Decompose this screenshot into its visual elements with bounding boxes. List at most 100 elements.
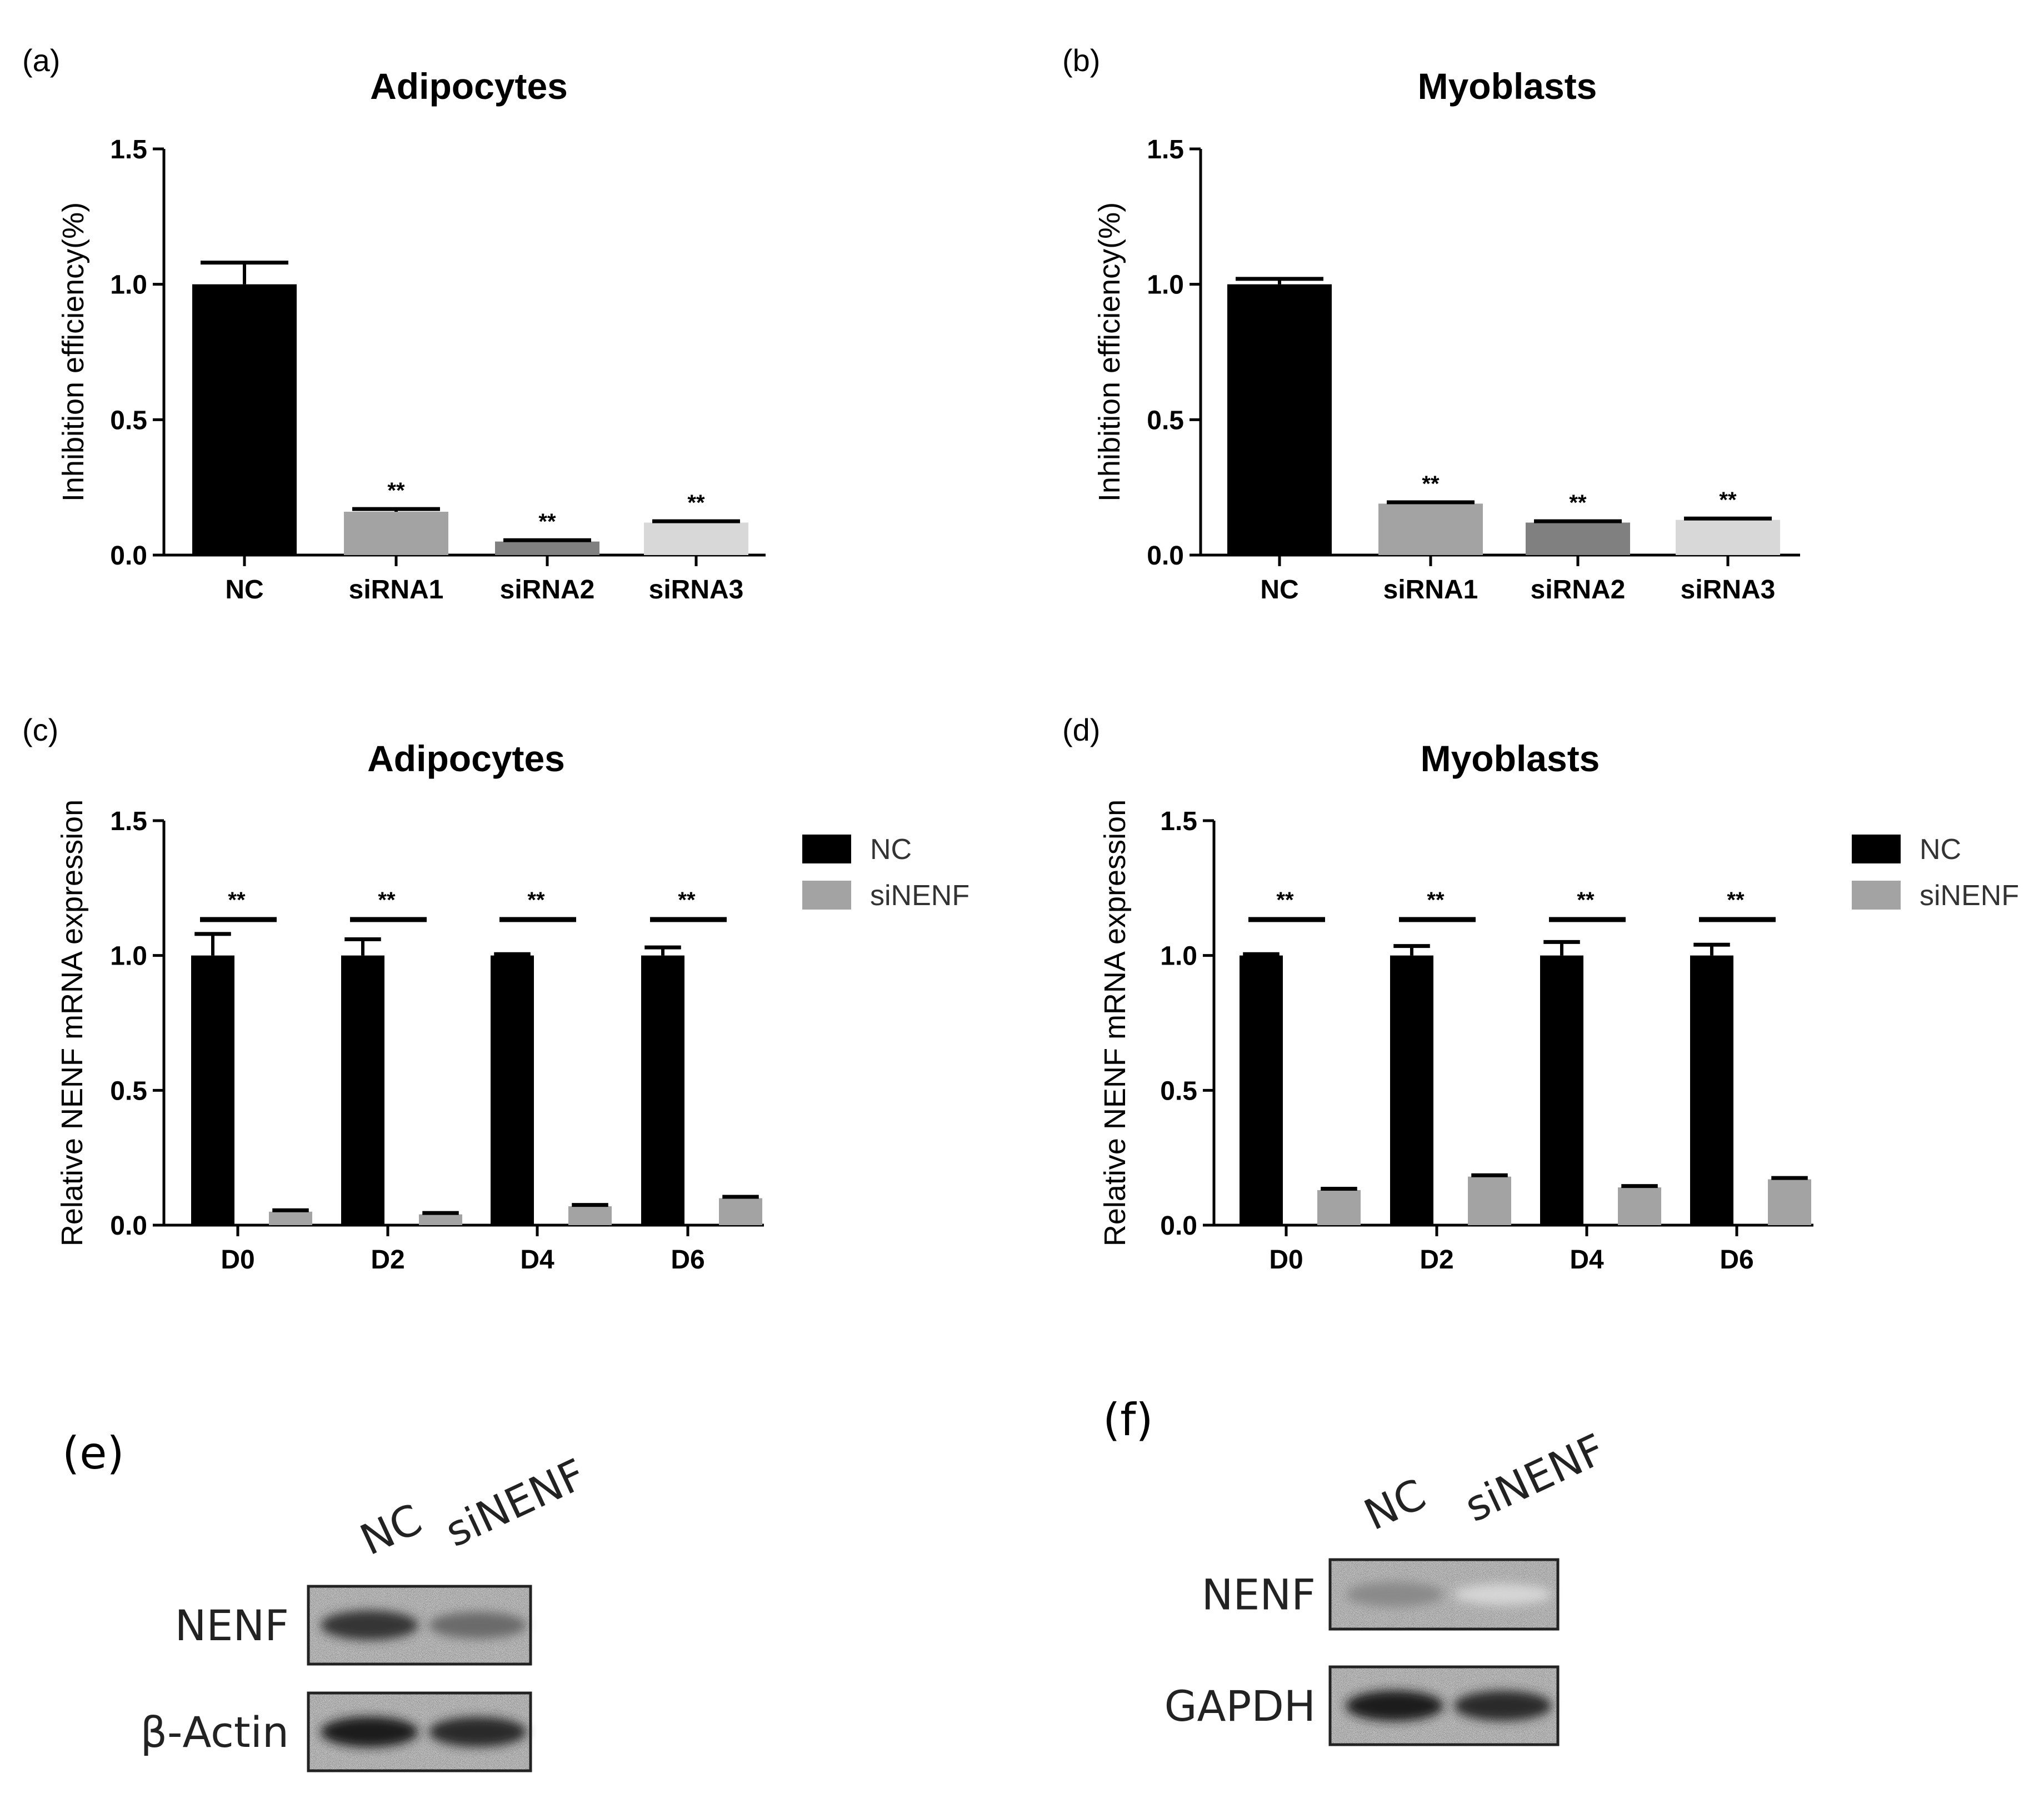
bar-sirna2 [495,541,599,555]
y-tick-label: 1.5 [110,135,147,164]
chart-panel-2: (c) Adipocytes 0.0 0.5 1.0 1.5 Relative NENF m… [22,712,969,1275]
charts-layer: (a) Adipocytes 0.0 0.5 1.0 1.5 Inhibition effi… [22,43,2019,1275]
bar-sirna1 [344,512,448,555]
bar-sinenf [1468,1176,1511,1225]
significance-label: ** [1727,888,1745,912]
panel-label: (a) [22,43,60,78]
significance-label: ** [387,478,405,503]
error-bar [1534,519,1622,523]
x-tick-label: D4 [520,1245,554,1275]
y-axis-label: Inhibition efficiency(%) [57,202,90,502]
error-bar [1543,940,1580,956]
y-tick-label: 1.5 [1147,135,1184,164]
x-tick-label: D2 [371,1245,404,1275]
lane-label: siNENF [1457,1424,1612,1531]
error-bar [201,261,288,284]
y-tick-label: 0.5 [110,406,147,435]
chart-title: Myoblasts [1418,66,1597,107]
bar-nc [1540,955,1583,1225]
y-tick-label: 0.0 [110,1211,147,1241]
significance-label: ** [228,888,246,912]
x-tick-label: D2 [1420,1245,1453,1275]
y-tick-label: 1.5 [1160,807,1197,836]
bar-nc [1240,955,1283,1225]
y-tick-label: 0.0 [110,541,147,571]
bar-nc [491,955,534,1225]
error-bar [494,952,531,956]
bar-sirna3 [644,522,748,555]
bar-sinenf [568,1206,612,1225]
significance-label: ** [1422,472,1440,496]
blot-row-gapdh: GAPDH [1165,1665,1560,1746]
y-tick-label: 0.5 [1160,1076,1197,1106]
significance-label: ** [538,510,556,534]
blot-frame [1328,1558,1560,1631]
blot-row-label: β-Actin [141,1707,289,1757]
bar-sinenf [719,1198,762,1225]
chart-title: Adipocytes [367,738,565,779]
bar-nc [341,955,384,1225]
y-tick-label: 0.5 [110,1076,147,1106]
blot-row-label: NENF [1202,1570,1316,1620]
error-bar [652,519,740,523]
bar-nc [192,284,297,555]
error-bar [352,507,440,512]
blot-row-label: NENF [175,1601,289,1650]
x-tick-label: siRNA1 [349,575,444,605]
y-tick-label: 0.5 [1147,406,1184,435]
blot-band [321,1716,418,1747]
blot-band [429,1612,527,1639]
blot-row-label: GAPDH [1165,1681,1316,1731]
significance-label: ** [378,888,396,912]
panel-label: (d) [1062,712,1100,747]
legend-entry-1: siNENF [1920,880,2019,912]
significance-label: ** [678,888,696,912]
y-tick-label: 1.0 [1147,271,1184,300]
significance-label: ** [687,491,705,515]
chart-panel-1: (b) Myoblasts 0.0 0.5 1.0 1.5 Inhibition effic… [1062,43,1800,605]
error-bar [722,1195,759,1199]
chart-title: Adipocytes [370,66,568,107]
error-bar [1621,1184,1658,1188]
x-tick-label: NC [225,575,263,605]
bar-sinenf [1317,1190,1361,1225]
blot-row-β-actin: β-Actin [141,1691,532,1772]
western-blot-1: (f) NC siNENF NENF GAPDH [1103,1394,1612,1746]
y-axis-label: Relative NENF mRNA expression [56,800,89,1246]
bar-sinenf [1618,1187,1661,1225]
blot-frame [307,1585,532,1666]
x-tick-label: siRNA3 [1681,575,1776,605]
error-bar [194,932,231,956]
significance-label: ** [1569,491,1587,515]
error-bar [1243,952,1280,956]
error-bar [1236,277,1323,284]
y-tick-label: 0.0 [1147,541,1184,571]
significance-label: ** [1276,888,1294,912]
bar-nc [1690,955,1733,1225]
legend-entry-0: NC [1920,833,1961,866]
chart-title: Myoblasts [1421,738,1600,779]
bar-nc [191,955,234,1225]
error-bar [503,538,591,542]
error-bar [1387,500,1475,505]
legend-entry-1: siNENF [870,880,969,912]
y-axis-label: Relative NENF mRNA expression [1098,800,1132,1246]
x-tick-label: siRNA3 [649,575,744,605]
blot-frame [307,1691,532,1772]
lane-label: NC [353,1494,429,1565]
panel-label: (e) [62,1427,124,1479]
y-tick-label: 1.5 [110,807,147,836]
blot-band [321,1610,418,1640]
lane-label: siNENF [438,1449,593,1556]
significance-label: ** [527,888,545,912]
legend-swatch-0 [802,835,851,863]
blot-frame [1328,1665,1560,1746]
x-tick-label: D0 [1269,1245,1303,1275]
significance-label: ** [1427,888,1445,912]
x-tick-label: NC [1260,575,1298,605]
y-tick-label: 1.0 [110,942,147,971]
bar-sirna1 [1378,503,1483,555]
error-bar [1471,1173,1508,1177]
chart-panel-0: (a) Adipocytes 0.0 0.5 1.0 1.5 Inhibition effi… [22,43,766,605]
